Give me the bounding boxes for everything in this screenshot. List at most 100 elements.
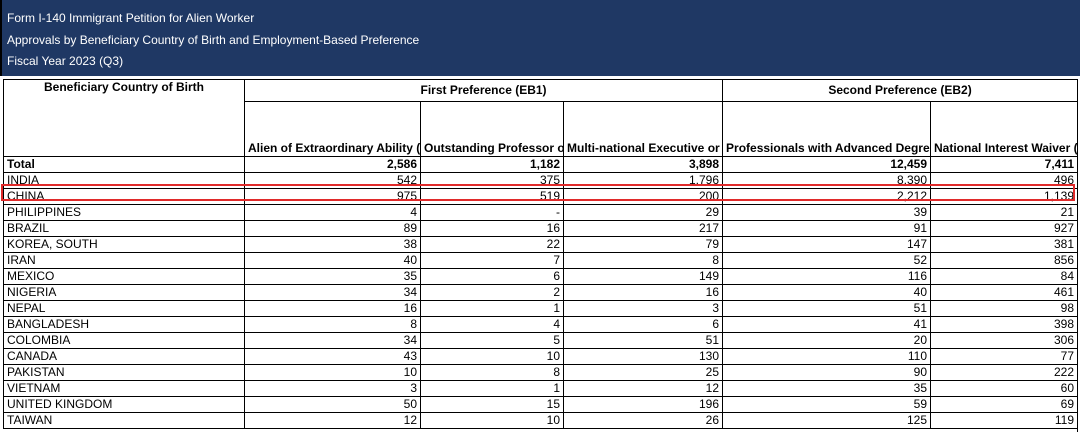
e13-cell: 16	[562, 284, 724, 301]
e13-cell: 1,796	[562, 172, 724, 189]
table-row: CANADA 43 10 130 110 77	[3, 348, 1079, 365]
e12-cell: 10	[420, 412, 564, 429]
e13-cell: 196	[562, 396, 724, 413]
e21-cell: 8,390	[722, 172, 932, 189]
table-row: IRAN 40 7 8 52 856	[3, 252, 1079, 269]
niw-cell: 77	[930, 348, 1079, 365]
e13-cell: 29	[562, 204, 724, 221]
e11-cell: 8	[244, 316, 421, 333]
e11-column-header: Alien of Extraordinary Ability (E11)	[244, 101, 421, 157]
e12-cell: 7	[420, 252, 564, 269]
e21-cell: 51	[722, 300, 932, 317]
e13-cell: 25	[562, 364, 724, 381]
e13-cell: 217	[562, 220, 724, 237]
e11-cell: 43	[244, 348, 421, 365]
country-cell: CANADA	[3, 348, 245, 365]
country-cell: PHILIPPINES	[3, 204, 245, 221]
e13-cell: 130	[562, 348, 724, 365]
total-row: Total 2,586 1,182 3,898 12,459 7,411	[3, 156, 1079, 173]
e21-column-header: Professionals with Advanced Degrees (E21…	[722, 101, 932, 157]
e13-cell: 8	[562, 252, 724, 269]
e11-cell: 35	[244, 268, 421, 285]
e12-cell: 22	[420, 236, 564, 253]
country-cell: CHINA	[3, 188, 245, 205]
e11-cell: 89	[244, 220, 421, 237]
e21-cell: 59	[722, 396, 932, 413]
niw-cell: 398	[930, 316, 1079, 333]
e13-cell: 3,898	[562, 156, 724, 173]
niw-cell: 119	[930, 412, 1079, 429]
e11-cell: 12	[244, 412, 421, 429]
niw-cell: 21	[930, 204, 1079, 221]
e21-cell: 35	[722, 380, 932, 397]
table-row: UNITED KINGDOM 50 15 196 59 69	[3, 396, 1079, 413]
e13-cell: 12	[562, 380, 724, 397]
table-row: TAIWAN 12 10 26 125 119	[3, 412, 1079, 429]
country-cell: BRAZIL	[3, 220, 245, 237]
country-cell: MEXICO	[3, 268, 245, 285]
niw-cell: 1,139	[930, 188, 1079, 205]
niw-cell: 84	[930, 268, 1079, 285]
e11-cell: 40	[244, 252, 421, 269]
eb1-group-header: First Preference (EB1)	[243, 79, 724, 102]
table-row: MEXICO 35 6 149 116 84	[3, 268, 1079, 285]
e21-cell: 40	[722, 284, 932, 301]
e21-cell: 39	[722, 204, 932, 221]
niw-cell: 381	[930, 236, 1079, 253]
table-row: VIETNAM 3 1 12 35 60	[3, 380, 1079, 397]
e11-cell: 34	[244, 332, 421, 349]
e13-cell: 51	[562, 332, 724, 349]
niw-cell: 461	[930, 284, 1079, 301]
e21-cell: 12,459	[722, 156, 932, 173]
niw-column-header: National Interest Waiver (NIW)	[930, 101, 1079, 157]
header-group-row: Beneficiary Country of Birth First Prefe…	[3, 79, 1079, 157]
e21-cell: 125	[722, 412, 932, 429]
e12-cell: 519	[420, 188, 564, 205]
report-title-band: Form I-140 Immigrant Petition for Alien …	[0, 0, 1080, 76]
eb2-group-header: Second Preference (EB2)	[722, 79, 1079, 102]
e11-cell: 50	[244, 396, 421, 413]
country-cell: COLOMBIA	[3, 332, 245, 349]
report-title: Form I-140 Immigrant Petition for Alien …	[7, 11, 255, 25]
e21-cell: 110	[722, 348, 932, 365]
approvals-table: Beneficiary Country of Birth First Prefe…	[3, 79, 1079, 429]
e12-cell: 1,182	[420, 156, 564, 173]
country-cell: UNITED KINGDOM	[3, 396, 245, 413]
country-cell: KOREA, SOUTH	[3, 236, 245, 253]
e12-cell: 1	[420, 300, 564, 317]
e12-column-header: Outstanding Professor or Researcher (E12…	[420, 101, 564, 157]
e11-cell: 34	[244, 284, 421, 301]
e12-cell: -	[420, 204, 564, 221]
e12-cell: 8	[420, 364, 564, 381]
e11-cell: 10	[244, 364, 421, 381]
niw-cell: 69	[930, 396, 1079, 413]
country-cell: BANGLADESH	[3, 316, 245, 333]
e12-cell: 15	[420, 396, 564, 413]
country-cell: Total	[3, 156, 245, 173]
country-cell: PAKISTAN	[3, 364, 245, 381]
e13-cell: 149	[562, 268, 724, 285]
e12-cell: 10	[420, 348, 564, 365]
e12-cell: 4	[420, 316, 564, 333]
e21-cell: 2,212	[722, 188, 932, 205]
niw-cell: 927	[930, 220, 1079, 237]
e21-cell: 52	[722, 252, 932, 269]
e21-cell: 116	[722, 268, 932, 285]
niw-cell: 856	[930, 252, 1079, 269]
e13-cell: 26	[562, 412, 724, 429]
country-cell: VIETNAM	[3, 380, 245, 397]
table-row: BANGLADESH 8 4 6 41 398	[3, 316, 1079, 333]
niw-cell: 306	[930, 332, 1079, 349]
report-period: Fiscal Year 2023 (Q3)	[7, 54, 124, 68]
table-row: NIGERIA 34 2 16 40 461	[3, 284, 1079, 301]
e12-cell: 6	[420, 268, 564, 285]
country-cell: INDIA	[3, 172, 245, 189]
table-row: NEPAL 16 1 3 51 98	[3, 300, 1079, 317]
e13-cell: 3	[562, 300, 724, 317]
table-row: CHINA 975 519 200 2,212 1,139	[3, 188, 1079, 205]
e11-cell: 16	[244, 300, 421, 317]
table-row: BRAZIL 89 16 217 91 927	[3, 220, 1079, 237]
e11-cell: 542	[244, 172, 421, 189]
e12-cell: 2	[420, 284, 564, 301]
e21-cell: 41	[722, 316, 932, 333]
